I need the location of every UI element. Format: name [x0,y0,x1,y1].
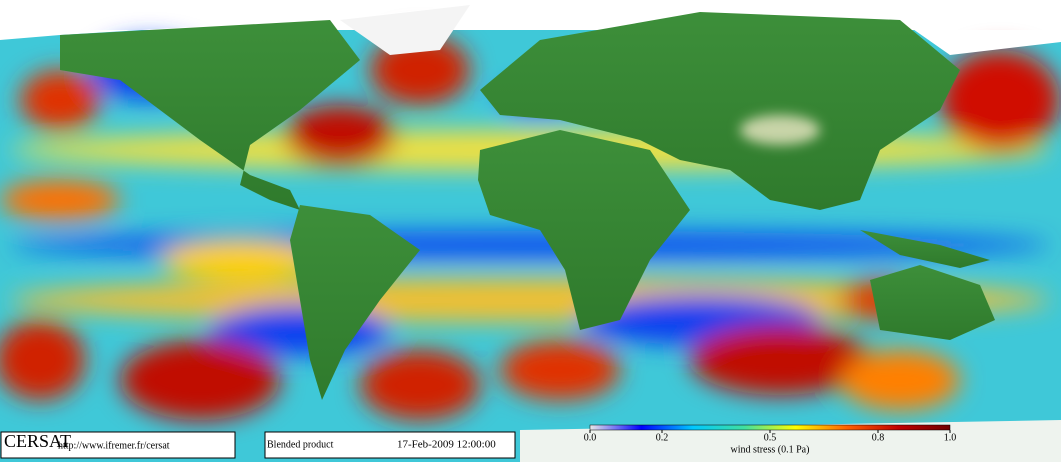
colorbar-tick-label: 0.5 [764,432,777,443]
logo-box: CERSAT http://www.ifremer.fr/cersat [0,431,236,459]
colorbar-tick-label: 0.0 [584,432,597,443]
logo-title: CERSAT [4,431,71,451]
product-name: Blended product [267,439,334,450]
product-box: Blended product 17-Feb-2009 12:00:00 [264,431,516,459]
product-date: 17-Feb-2009 12:00:00 [397,439,496,451]
land [0,5,1061,462]
colorbar-tick-label: 0.2 [656,432,669,443]
colorbar-label: wind stress (0.1 Pa) [731,444,810,455]
colorbar-tick-label: 1.0 [944,432,957,443]
colorbar [589,424,951,431]
colorbar-tick-label: 0.8 [872,432,885,443]
logo-url: http://www.ifremer.fr/cersat [58,440,170,451]
colorbar-group: wind stress (0.1 Pa) 0.0 0.2 0.5 0.8 1.0 [584,424,957,455]
